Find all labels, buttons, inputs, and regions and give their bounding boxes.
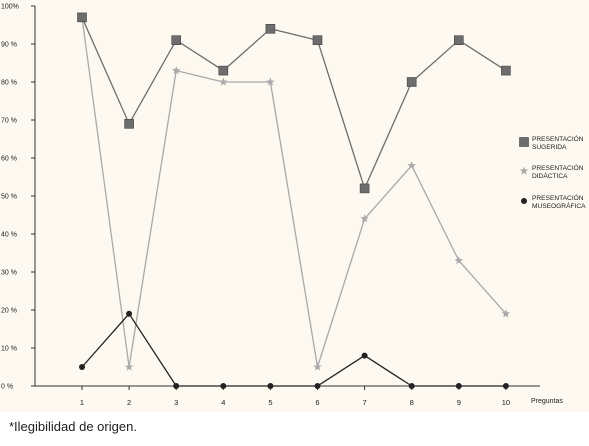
- legend-marker-circle: [521, 198, 527, 204]
- data-point-star: [124, 362, 134, 371]
- data-point-square: [265, 23, 276, 34]
- data-point-square: [171, 35, 181, 46]
- data-point-square: [453, 35, 464, 46]
- data-point-star: [360, 214, 369, 223]
- line-chart: 0 % 10 % 20 % 30 % 40 % 50 % 60 % 70 % 80 % 90 % 1…: [1, 4, 586, 408]
- data-point-circle: [267, 383, 274, 389]
- data-point-square: [77, 12, 87, 23]
- chart-area: 0 % 10 % 20 % 30 % 40 % 50 % 60 % 70 % 80 % 90 % 1…: [0, 0, 589, 412]
- y-tick-label: 30 %: [1, 270, 17, 277]
- legend-label: DIDÁCTICA: [532, 171, 568, 180]
- series-markers: [77, 12, 511, 389]
- legend-label: MUSEOGRÁFICA: [532, 201, 586, 210]
- data-point-circle: [314, 383, 321, 389]
- y-tick-label: 70 %: [1, 118, 17, 125]
- data-point-square: [124, 119, 134, 129]
- series-line-square: [81, 17, 507, 190]
- legend-marker-square: [519, 137, 529, 147]
- y-tick-label: 20 %: [1, 308, 17, 315]
- legend-label: PRESENTACIÓN: [532, 193, 584, 202]
- data-point-square: [501, 65, 511, 76]
- ticks: 0 % 10 % 20 % 30 % 40 % 50 % 60 % 70 % 80 % 90 % 1…: [1, 4, 563, 408]
- legend-label: SUGERIDA: [532, 144, 567, 151]
- legend-label: PRESENTACIÓN: [532, 163, 584, 172]
- series-line-circle: [81, 313, 506, 387]
- y-tick-label: 60 %: [1, 156, 17, 163]
- x-tick-label: 1: [80, 398, 84, 407]
- x-tick-label: 8: [410, 398, 414, 407]
- legend-label: PRESENTACIÓN: [532, 134, 584, 143]
- data-point-circle: [455, 383, 462, 389]
- data-point-star: [313, 362, 322, 371]
- data-point-star: [266, 77, 275, 86]
- data-point-circle: [502, 383, 509, 389]
- data-point-square: [312, 35, 323, 46]
- axes: [34, 6, 540, 387]
- data-point-star: [454, 256, 464, 265]
- y-tick-label: 40 %: [1, 232, 17, 239]
- x-axis-label: Preguntas: [531, 398, 563, 405]
- data-point-circle: [220, 383, 227, 389]
- series-lines: [81, 17, 507, 387]
- x-tick-label: 9: [457, 398, 461, 407]
- data-point-star: [219, 77, 228, 86]
- data-point-circle: [79, 364, 85, 370]
- x-tick-label: 5: [268, 398, 272, 407]
- data-point-circle: [408, 383, 415, 389]
- y-tick-label: 80 %: [1, 80, 17, 87]
- y-tick-label: 50 %: [1, 194, 17, 201]
- y-tick-label: 90 %: [1, 42, 17, 49]
- x-tick-label: 3: [174, 398, 178, 407]
- y-tick-label: 10 %: [1, 346, 17, 353]
- data-point-star: [407, 161, 416, 170]
- y-tick-label: 100%: [1, 4, 19, 11]
- data-point-star: [501, 309, 511, 318]
- data-point-circle: [126, 310, 133, 317]
- x-tick-label: 7: [363, 398, 367, 407]
- data-point-square: [218, 65, 229, 76]
- data-point-star: [171, 66, 181, 75]
- data-point-circle: [361, 352, 368, 359]
- data-point-square: [359, 183, 370, 194]
- x-tick-label: 4: [221, 398, 225, 407]
- legend-marker-star: [519, 166, 529, 175]
- y-tick-label: 0 %: [1, 384, 13, 391]
- x-tick-label: 2: [127, 398, 131, 407]
- series-line-star: [81, 17, 507, 368]
- caption: *Ilegibilidad de origen.: [9, 419, 137, 434]
- x-tick-label: 6: [315, 398, 319, 407]
- legend: PRESENTACIÓNSUGERIDAPRESENTACIÓNDIDÁCTIC…: [519, 134, 586, 210]
- data-point-circle: [173, 383, 180, 389]
- data-point-square: [406, 77, 417, 87]
- x-tick-label: 10: [502, 398, 510, 407]
